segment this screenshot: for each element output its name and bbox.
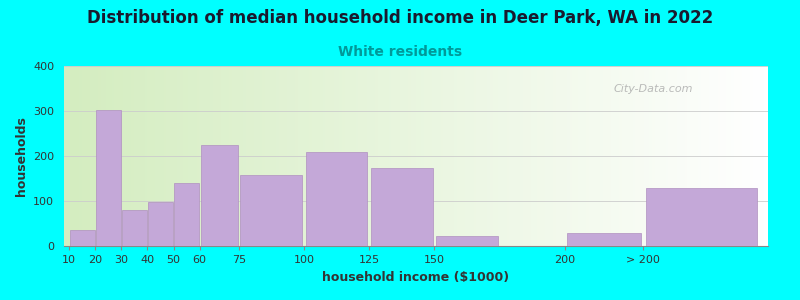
Bar bbox=[201, 145, 238, 246]
Bar bbox=[370, 168, 433, 246]
Bar bbox=[240, 175, 302, 246]
Bar bbox=[566, 233, 641, 246]
Text: City-Data.com: City-Data.com bbox=[613, 84, 693, 94]
Bar bbox=[174, 183, 199, 246]
Bar bbox=[148, 202, 173, 246]
Bar bbox=[122, 210, 146, 246]
Y-axis label: households: households bbox=[14, 116, 27, 196]
Text: Distribution of median household income in Deer Park, WA in 2022: Distribution of median household income … bbox=[87, 9, 713, 27]
Bar bbox=[306, 152, 367, 246]
Bar bbox=[70, 230, 94, 246]
Bar bbox=[96, 110, 121, 246]
Bar bbox=[646, 188, 758, 246]
X-axis label: household income ($1000): household income ($1000) bbox=[322, 271, 510, 284]
Bar bbox=[436, 236, 498, 246]
Text: White residents: White residents bbox=[338, 45, 462, 59]
